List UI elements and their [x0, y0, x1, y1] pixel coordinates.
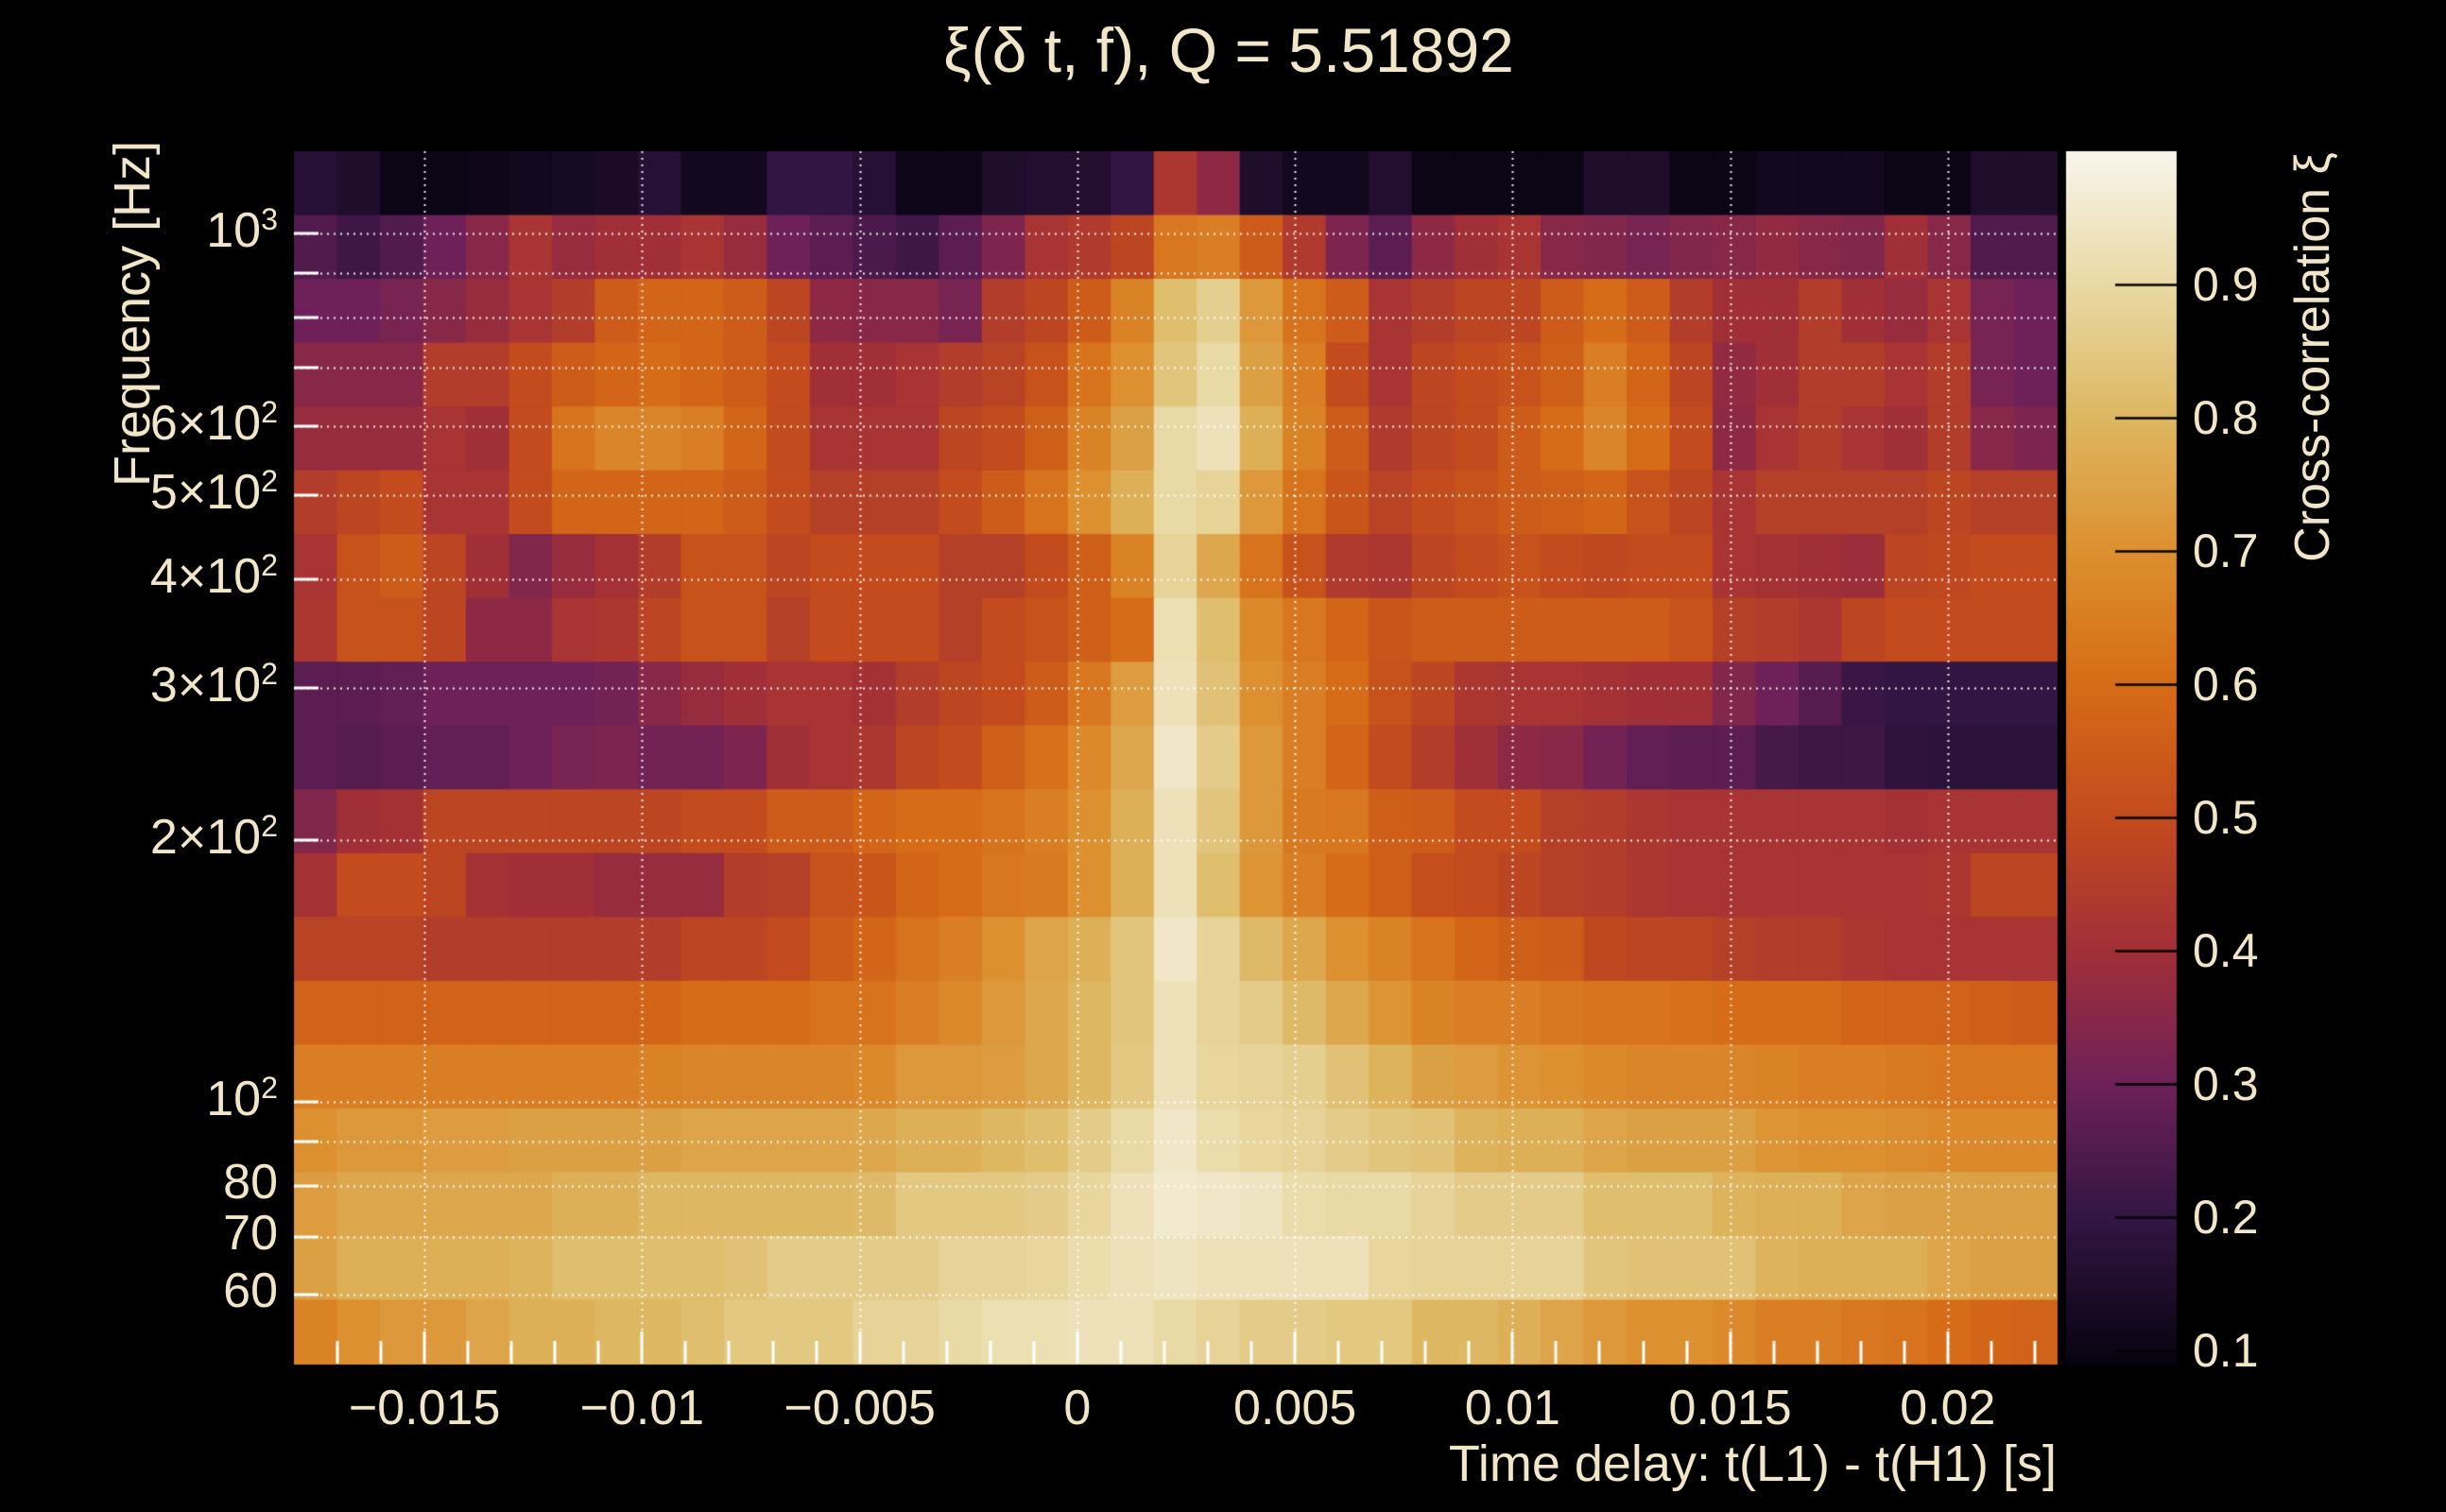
x-tick-label: −0.015 [348, 1381, 501, 1435]
colorbar-tick-label: 0.1 [2193, 1323, 2259, 1377]
x-tick-label: −0.005 [784, 1381, 936, 1435]
x-tick-label: 0 [1063, 1381, 1092, 1435]
y-tick-label: 3×102 [149, 656, 278, 713]
y-tick-label: 103 [206, 201, 278, 259]
y-tick-label: 6×102 [149, 394, 278, 451]
colorbar-tick-label: 0.3 [2193, 1057, 2259, 1110]
colorbar-tick-label: 0.8 [2193, 390, 2259, 444]
x-tick-label: 0.01 [1464, 1381, 1560, 1435]
y-tick-label: 80 [223, 1155, 278, 1211]
x-tick-label: 0.015 [1668, 1381, 1792, 1435]
colorbar-tick-label: 0.9 [2193, 257, 2259, 311]
colorbar-tick-label: 0.4 [2193, 923, 2259, 977]
x-axis-title: Time delay: t(L1) - t(H1) [s] [1448, 1435, 2057, 1492]
y-tick-label: 60 [223, 1263, 278, 1319]
y-tick-label: 4×102 [149, 547, 278, 604]
colorbar-title: Cross-correlation ξ [2285, 152, 2340, 562]
y-tick-label: 2×102 [149, 809, 278, 866]
chart-title: ξ(δ t, f), Q = 5.51892 [943, 15, 1514, 85]
x-tick-label: 0.02 [1900, 1381, 1996, 1435]
x-tick-label: 0.005 [1233, 1381, 1357, 1435]
y-tick-label: 5×102 [149, 463, 278, 520]
y-tick-label: 102 [206, 1071, 278, 1127]
colorbar-tick-label: 0.5 [2193, 790, 2259, 844]
y-tick-label: 70 [223, 1205, 278, 1261]
colorbar-tick-label: 0.7 [2193, 524, 2259, 577]
colorbar-tick-label: 0.6 [2193, 657, 2259, 711]
colorbar-tick-label: 0.2 [2193, 1190, 2259, 1244]
x-tick-label: −0.01 [579, 1381, 705, 1435]
